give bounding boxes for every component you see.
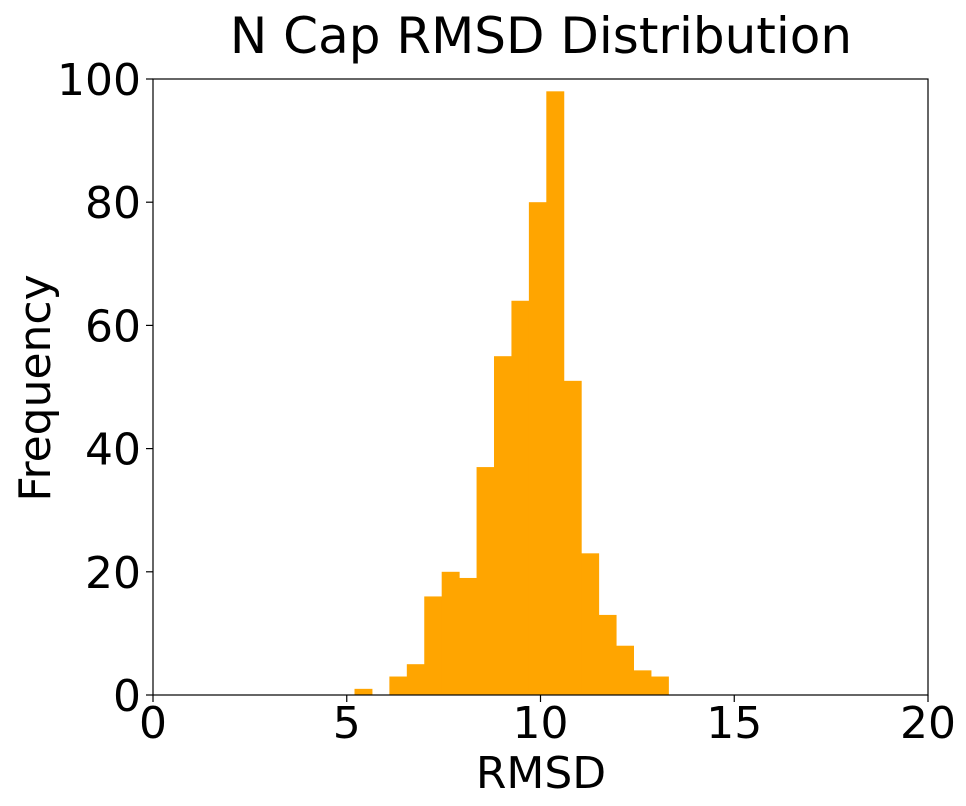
histogram-bar	[441, 571, 460, 695]
histogram-bar	[511, 300, 530, 695]
x-tick-label: 0	[139, 698, 167, 749]
histogram-bar	[354, 688, 373, 695]
histogram-bar	[494, 356, 512, 695]
histogram-bar	[633, 670, 652, 695]
histogram-bar	[616, 645, 634, 695]
histogram-bar	[528, 202, 547, 695]
histogram-bar	[650, 676, 669, 695]
y-tick-label: 40	[85, 425, 141, 476]
x-tick-label: 10	[513, 698, 569, 749]
x-tick-label: 5	[333, 698, 361, 749]
chart-title: N Cap RMSD Distribution	[230, 7, 852, 65]
histogram-bar	[581, 553, 600, 695]
x-axis-ticks: 0 5 10 15 20	[139, 695, 956, 749]
histogram-bar	[476, 467, 495, 695]
histogram-bar	[563, 380, 582, 695]
histogram-bar	[424, 596, 443, 695]
histogram-bar	[389, 676, 408, 695]
x-tick-label: 20	[900, 698, 956, 749]
histogram-bar	[459, 577, 478, 695]
y-tick-label: 80	[85, 178, 141, 229]
histogram-bar	[546, 91, 565, 695]
y-axis-ticks: 0 20 40 60 80 100	[57, 55, 153, 722]
x-axis-label: RMSD	[476, 748, 606, 799]
histogram-bar	[598, 614, 617, 695]
y-tick-label: 100	[57, 55, 141, 106]
histogram-bar	[406, 664, 425, 695]
y-axis-label: Frequency	[10, 274, 61, 501]
y-tick-label: 60	[85, 301, 141, 352]
x-tick-label: 15	[706, 698, 762, 749]
y-tick-label: 20	[85, 548, 141, 599]
bars-group	[354, 91, 669, 695]
y-tick-label: 0	[113, 671, 141, 722]
